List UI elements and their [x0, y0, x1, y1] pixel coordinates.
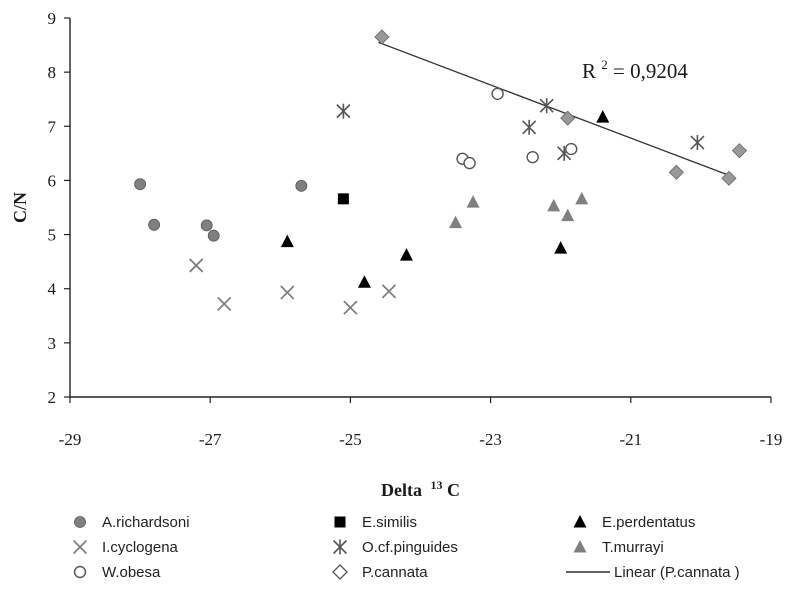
data-point — [381, 284, 397, 299]
legend-marker — [573, 515, 587, 528]
series-i-cyclogena — [189, 258, 397, 315]
data-point — [374, 29, 390, 45]
data-point — [280, 234, 294, 248]
r-squared-annotation: R 2 = 0,9204 — [582, 50, 688, 83]
data-point — [148, 218, 161, 231]
y-tick-label: 8 — [48, 63, 57, 82]
data-point — [449, 215, 463, 229]
legend: A.richardsoni E.similis E.perdentatus I.cyc… — [72, 514, 740, 581]
data-point — [560, 110, 576, 126]
tick-labels: 2 3 4 5 6 7 8 9 -29 -27 -25 -23 -21 -19 — [48, 9, 783, 449]
r-squared-value: = 0,9204 — [613, 59, 688, 83]
data-point — [526, 150, 539, 164]
y-tick-label: 6 — [48, 171, 57, 190]
data-point — [337, 193, 349, 205]
series-p-cannata — [374, 29, 748, 186]
series-t-murrayi — [449, 191, 589, 229]
y-tick-label: 5 — [48, 226, 57, 245]
data-point — [399, 248, 413, 261]
y-tick-label: 2 — [48, 388, 57, 407]
y-tick-label: 4 — [48, 280, 57, 299]
legend-item: P.cannata — [332, 564, 428, 581]
legend-item: E.perdentatus — [573, 514, 695, 531]
legend-marker — [73, 565, 87, 579]
legend-label: P.cannata — [362, 564, 428, 581]
data-point — [690, 135, 705, 151]
r-squared-prefix: R — [582, 59, 596, 83]
x-axis-label-main: Delta — [381, 480, 422, 500]
axis-titles: C/N Delta 13 C R 2 = 0,9204 — [10, 50, 688, 500]
x-tick-label: -21 — [619, 430, 642, 449]
data-point — [466, 195, 480, 208]
trendline-p-cannata — [378, 41, 733, 178]
data-point — [539, 98, 554, 114]
data-point — [357, 275, 371, 288]
legend-marker — [573, 540, 587, 553]
x-axis-label-sup: 13 — [430, 478, 442, 492]
trendline-layer — [378, 41, 733, 178]
y-axis-label: C/N — [10, 192, 30, 223]
series-e-similis — [337, 193, 349, 205]
data-point — [491, 87, 504, 101]
chart-axes — [64, 17, 772, 403]
data-points — [134, 29, 748, 315]
legend-item: W.obesa — [73, 564, 161, 581]
data-point — [207, 229, 220, 242]
series-o-cf-pinguides — [336, 98, 705, 161]
legend-item: E.similis — [334, 514, 417, 531]
data-point — [668, 164, 684, 180]
legend-item: O.cf.pinguides — [332, 539, 458, 556]
legend-marker — [334, 516, 346, 528]
data-point — [336, 103, 351, 119]
data-point — [547, 198, 561, 212]
legend-label: Linear (P.cannata ) — [614, 564, 740, 581]
x-axis-label: Delta 13 C — [381, 473, 460, 500]
legend-item: I.cyclogena — [72, 539, 179, 556]
legend-marker — [332, 564, 348, 580]
y-tick-label: 9 — [48, 9, 57, 28]
data-point — [134, 178, 147, 191]
legend-marker — [332, 539, 348, 555]
legend-item: Linear (P.cannata ) — [566, 564, 740, 581]
x-tick-label: -19 — [760, 430, 783, 449]
data-point — [217, 296, 232, 312]
legend-marker — [72, 539, 88, 555]
x-tick-label: -25 — [339, 430, 362, 449]
series-w-obesa — [456, 87, 578, 170]
legend-item: A.richardsoni — [74, 514, 190, 531]
legend-marker — [74, 516, 86, 528]
x-axis-label-suffix: C — [447, 480, 460, 500]
data-point — [561, 208, 575, 222]
x-tick-label: -29 — [59, 430, 82, 449]
series-e-perdentatus — [280, 110, 610, 288]
legend-label: O.cf.pinguides — [362, 539, 458, 556]
legend-label: E.similis — [362, 514, 417, 531]
data-point — [575, 191, 589, 205]
y-tick-label: 3 — [48, 334, 57, 353]
data-point — [596, 110, 610, 123]
legend-label: I.cyclogena — [102, 539, 179, 556]
data-point — [343, 300, 358, 315]
data-point — [189, 258, 204, 273]
data-point — [295, 179, 308, 192]
data-point — [565, 142, 578, 156]
x-tick-label: -23 — [479, 430, 502, 449]
r-squared-sup: 2 — [601, 57, 608, 72]
data-point — [731, 143, 748, 159]
data-point — [280, 285, 295, 300]
legend-label: W.obesa — [102, 564, 161, 581]
legend-label: A.richardsoni — [102, 514, 190, 531]
series-a-richardsoni — [134, 178, 308, 242]
y-tick-label: 7 — [48, 117, 57, 136]
legend-item: T.murrayi — [573, 539, 664, 556]
legend-label: T.murrayi — [602, 539, 664, 556]
data-point — [463, 156, 476, 170]
legend-label: E.perdentatus — [602, 514, 695, 531]
data-point — [554, 241, 568, 254]
data-point — [721, 170, 737, 186]
data-point — [522, 119, 537, 135]
data-point — [200, 219, 213, 232]
x-tick-label: -27 — [199, 430, 222, 449]
